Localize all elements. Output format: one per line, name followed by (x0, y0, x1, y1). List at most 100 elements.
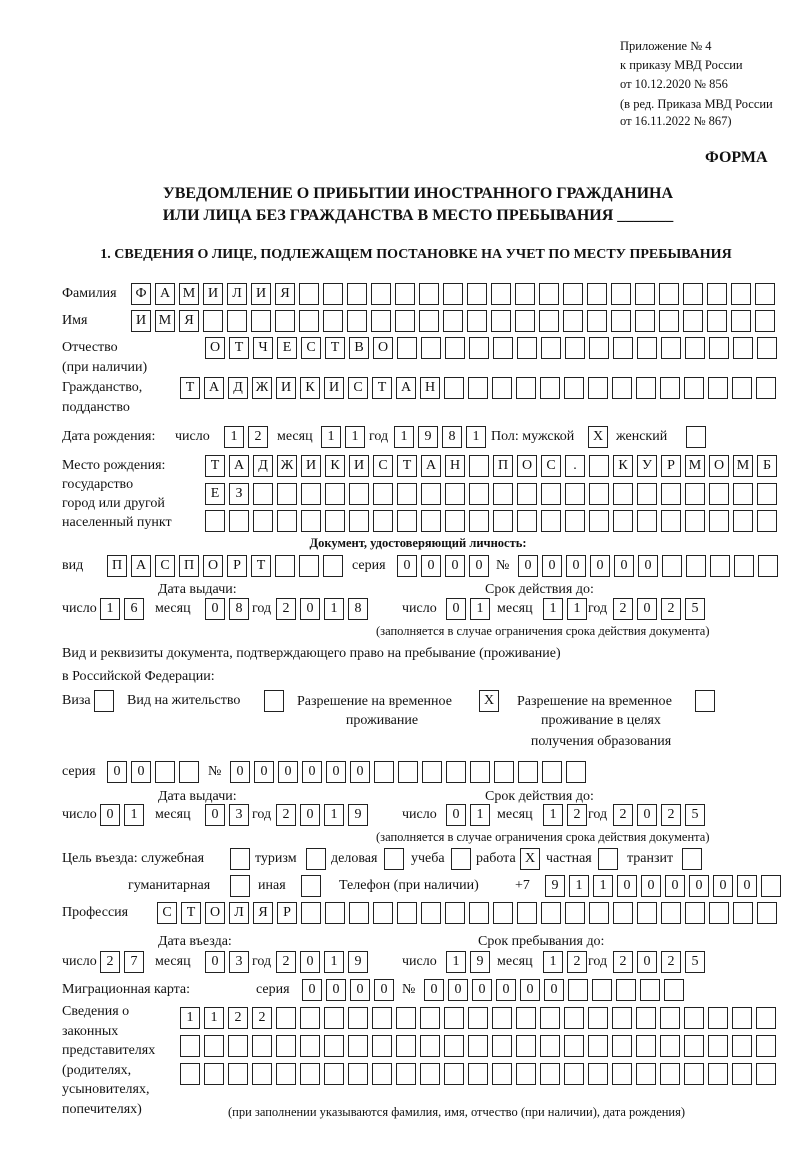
id-number-cell[interactable]: 0 (518, 555, 538, 577)
id-kind-cell[interactable]: Т (251, 555, 271, 577)
reps-2-cell[interactable] (444, 1035, 464, 1057)
citizenship-cell[interactable] (660, 377, 680, 399)
reps-2-cell[interactable] (540, 1035, 560, 1057)
reps-2-cell[interactable] (636, 1035, 656, 1057)
mc-series-cell[interactable]: 0 (350, 979, 370, 1001)
birth-place-1-cell[interactable]: А (229, 455, 249, 477)
birth-place-3-cell[interactable] (661, 510, 681, 532)
reps-1-cell[interactable]: 2 (252, 1007, 272, 1029)
name-cell[interactable] (587, 310, 607, 332)
right_issue_day-cell[interactable]: 0 (100, 804, 120, 826)
reps-1-cell[interactable] (564, 1007, 584, 1029)
stay_year-cell[interactable]: 0 (637, 951, 657, 973)
name-cell[interactable] (611, 310, 631, 332)
right-number-cell[interactable]: 0 (326, 761, 346, 783)
id-number-cell[interactable] (734, 555, 754, 577)
citizenship-cell[interactable]: И (276, 377, 296, 399)
birth-place-3-cell[interactable] (517, 510, 537, 532)
birth-place-2-cell[interactable] (661, 483, 681, 505)
reps-2-cell[interactable] (348, 1035, 368, 1057)
profession-cell[interactable]: С (157, 902, 177, 924)
birth-place-2-cell[interactable] (469, 483, 489, 505)
surname-cell[interactable] (347, 283, 367, 305)
birth-place-2-cell[interactable] (541, 483, 561, 505)
name-cell[interactable]: М (155, 310, 175, 332)
entry_year-cell[interactable]: 1 (324, 951, 344, 973)
patronymic-cell[interactable]: С (301, 337, 321, 359)
patronymic-cell[interactable] (637, 337, 657, 359)
birth-place-1-cell[interactable]: Н (445, 455, 465, 477)
right-number-cell[interactable] (446, 761, 466, 783)
phone-cell[interactable]: 0 (641, 875, 661, 897)
stay_day-cell[interactable]: 9 (470, 951, 490, 973)
citizenship-cell[interactable]: Т (180, 377, 200, 399)
mc-number-cell[interactable]: 0 (448, 979, 468, 1001)
mc-number-cell[interactable]: 0 (472, 979, 492, 1001)
reps-2-cell[interactable] (204, 1035, 224, 1057)
name-cell[interactable] (563, 310, 583, 332)
patronymic-cell[interactable]: О (373, 337, 393, 359)
reps-3-cell[interactable] (612, 1063, 632, 1085)
id-series-cell[interactable]: 0 (397, 555, 417, 577)
id-series-cell[interactable]: 0 (445, 555, 465, 577)
right-series-cell[interactable]: 0 (131, 761, 151, 783)
birth-place-1-cell[interactable] (589, 455, 609, 477)
citizenship-cell[interactable]: А (204, 377, 224, 399)
reps-2-cell[interactable] (180, 1035, 200, 1057)
surname-cell[interactable] (563, 283, 583, 305)
reps-1-cell[interactable] (372, 1007, 392, 1029)
reps-3-cell[interactable] (372, 1063, 392, 1085)
surname-cell[interactable]: А (155, 283, 175, 305)
reps-2-cell[interactable] (372, 1035, 392, 1057)
right-series-cell[interactable]: 0 (107, 761, 127, 783)
right_valid_year-cell[interactable]: 0 (637, 804, 657, 826)
right_issue_year-cell[interactable]: 1 (324, 804, 344, 826)
right-number-cell[interactable]: 0 (278, 761, 298, 783)
patronymic-cell[interactable]: Ч (253, 337, 273, 359)
patronymic-cell[interactable] (397, 337, 417, 359)
surname-cell[interactable] (731, 283, 751, 305)
birth-place-3-cell[interactable] (733, 510, 753, 532)
birth-year-cell[interactable]: 1 (394, 426, 414, 448)
citizenship-cell[interactable] (708, 377, 728, 399)
id_valid_year-cell[interactable]: 2 (613, 598, 633, 620)
reps-2-cell[interactable] (564, 1035, 584, 1057)
stay_year-cell[interactable]: 2 (613, 951, 633, 973)
reps-3-cell[interactable] (756, 1063, 776, 1085)
right-number-cell[interactable] (542, 761, 562, 783)
birth-place-2-cell[interactable]: Е (205, 483, 225, 505)
birth-place-2-cell[interactable] (709, 483, 729, 505)
birth-day-cell[interactable]: 2 (248, 426, 268, 448)
reps-1-cell[interactable] (732, 1007, 752, 1029)
temp-residence-checkbox[interactable]: X (479, 690, 499, 712)
profession-cell[interactable] (397, 902, 417, 924)
right_valid_month-cell[interactable]: 2 (567, 804, 587, 826)
birth-place-3-cell[interactable] (685, 510, 705, 532)
sex-female-checkbox[interactable] (686, 426, 706, 448)
birth-place-3-cell[interactable] (709, 510, 729, 532)
right_issue_year-cell[interactable]: 0 (300, 804, 320, 826)
birth-place-3-cell[interactable] (637, 510, 657, 532)
entry_month-cell[interactable]: 3 (229, 951, 249, 973)
reps-3-cell[interactable] (228, 1063, 248, 1085)
surname-cell[interactable] (659, 283, 679, 305)
birth-place-1-cell[interactable]: О (517, 455, 537, 477)
reps-1-cell[interactable] (420, 1007, 440, 1029)
citizenship-cell[interactable] (468, 377, 488, 399)
surname-cell[interactable] (707, 283, 727, 305)
birth-place-2-cell[interactable] (373, 483, 393, 505)
phone-cell[interactable]: 1 (569, 875, 589, 897)
stay_month-cell[interactable]: 1 (543, 951, 563, 973)
citizenship-cell[interactable] (516, 377, 536, 399)
right-number-cell[interactable] (422, 761, 442, 783)
reps-2-cell[interactable] (492, 1035, 512, 1057)
surname-cell[interactable] (683, 283, 703, 305)
reps-2-cell[interactable] (588, 1035, 608, 1057)
name-cell[interactable] (371, 310, 391, 332)
phone-cell[interactable]: 0 (617, 875, 637, 897)
id-number-cell[interactable] (686, 555, 706, 577)
reps-2-cell[interactable] (324, 1035, 344, 1057)
birth-year-cell[interactable]: 9 (418, 426, 438, 448)
birth-place-1-cell[interactable]: Ж (277, 455, 297, 477)
mc-number-cell[interactable] (568, 979, 588, 1001)
